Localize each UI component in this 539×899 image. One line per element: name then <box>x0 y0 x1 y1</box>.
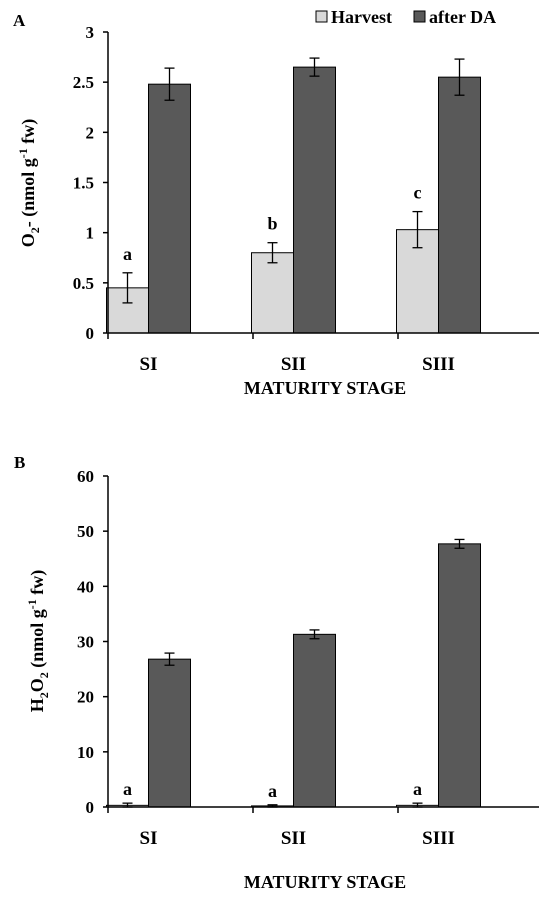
panel-a-significance-letter: b <box>267 214 277 234</box>
panel-a-y-tick-label: 0 <box>86 324 95 343</box>
panel-a-y-tick-label: 2 <box>86 123 95 142</box>
panel-b-y-tick-label: 50 <box>77 522 94 541</box>
panel-a-y-axis-label: O2- (nmol g-1 fw) <box>16 119 42 248</box>
panel-b-y-tick-label: 30 <box>77 633 94 652</box>
panel-b-x-tick-label: SII <box>281 828 306 849</box>
panel-b-bar-after-da-si <box>148 658 191 808</box>
panel-b-y-axis-label: H2O2 (nmol g-1 fw) <box>25 570 51 713</box>
legend-swatch-harvest <box>315 10 328 23</box>
panel-a-label: A <box>13 11 26 30</box>
panel-a-y-tick-label: 2.5 <box>73 73 94 92</box>
panel-b-x-axis-label: MATURITY STAGE <box>244 872 406 892</box>
panel-b-x-tick-label: SIII <box>422 828 455 849</box>
panel-a-bar-harvest-sii <box>251 252 294 334</box>
legend-swatch-after-da <box>413 10 426 23</box>
panel-b-y-tick-label: 60 <box>77 467 94 486</box>
panel-a-significance-letter: c <box>414 183 422 203</box>
panel-a-chart: A O2- (nmol g-1 fw) MATURITY STAGE 0 0.5 1… <box>13 7 539 398</box>
legend-label-after-da: after DA <box>429 7 496 27</box>
panel-b-significance-letter: a <box>268 781 277 801</box>
panel-a-y-tick-label: 3 <box>86 23 95 42</box>
panel-b-chart: B H2O2 (nmol g-1 fw) MATURITY STAGE 0 10 2… <box>14 453 539 892</box>
panel-b-y-tick-label: 20 <box>77 688 94 707</box>
panel-b-label: B <box>14 453 25 472</box>
panel-a-y-tick-label: 1 <box>86 224 95 243</box>
panel-a-x-tick-label: SII <box>281 354 306 375</box>
panel-a-x-tick-label: SI <box>140 354 158 375</box>
panel-b-y-tick-label: 40 <box>77 577 94 596</box>
panel-a-y-tick-label: 0.5 <box>73 274 94 293</box>
panel-b-y-tick-label: 10 <box>77 743 94 762</box>
panel-b-significance-letter: a <box>413 779 422 799</box>
panel-b-bar-after-da-sii <box>293 633 336 808</box>
panel-a-x-axis-label: MATURITY STAGE <box>244 378 406 398</box>
panel-b-bar-after-da-siii <box>438 543 481 808</box>
panel-b-y-tick-label: 0 <box>86 798 95 817</box>
panel-a-legend: Harvest after DA <box>315 7 496 27</box>
panel-a-bar-after-da-sii <box>293 66 336 334</box>
panel-a-significance-letter: a <box>123 244 132 264</box>
legend-label-harvest: Harvest <box>331 7 392 27</box>
panel-b-significance-letter: a <box>123 779 132 799</box>
panel-a-x-tick-label: SIII <box>422 354 455 375</box>
panel-b-x-tick-label: SI <box>140 828 158 849</box>
panel-a-y-tick-label: 1.5 <box>73 174 94 193</box>
panel-a-bar-after-da-siii <box>438 76 481 334</box>
panel-a-bar-after-da-si <box>148 83 191 334</box>
